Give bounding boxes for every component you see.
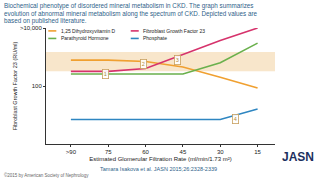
svg-text:75: 75 xyxy=(105,149,112,155)
svg-text:30: 30 xyxy=(217,149,224,155)
svg-text:15: 15 xyxy=(254,149,261,155)
svg-text:45: 45 xyxy=(180,149,187,155)
svg-text:>90: >90 xyxy=(66,149,77,155)
svg-text:Parathyroid Hormone: Parathyroid Hormone xyxy=(61,35,109,41)
svg-text:1: 1 xyxy=(104,71,107,77)
svg-text:60: 60 xyxy=(142,149,149,155)
svg-text:>10,000: >10,000 xyxy=(20,25,43,31)
svg-text:Fibroblast Growth Factor 23 (R: Fibroblast Growth Factor 23 (RU/ml) xyxy=(12,42,18,131)
svg-text:3: 3 xyxy=(176,57,179,63)
svg-text:4: 4 xyxy=(234,116,237,122)
svg-text:1,25 Dihydroxyvitamin D: 1,25 Dihydroxyvitamin D xyxy=(61,28,116,34)
svg-text:Phosphate: Phosphate xyxy=(143,35,167,41)
html-text:Biochemical phenotype of disor: Biochemical phenotype of disordered mine… xyxy=(4,2,258,25)
html-text:JASN: JASN xyxy=(282,150,314,164)
html-text:Tamara Isakova et al. JASN 201: Tamara Isakova et al. JASN 2015;26:2328-… xyxy=(100,166,218,172)
svg-text:Fibroblast Growth Factor 23: Fibroblast Growth Factor 23 xyxy=(143,28,205,34)
svg-text:Estimated Glomerular Filtratio: Estimated Glomerular Filtration Rate (ml… xyxy=(89,156,231,162)
html-text:©2015 by American Society of N: ©2015 by American Society of Nephrology xyxy=(4,173,89,178)
svg-text:100: 100 xyxy=(32,83,43,89)
svg-text:2: 2 xyxy=(142,61,145,67)
